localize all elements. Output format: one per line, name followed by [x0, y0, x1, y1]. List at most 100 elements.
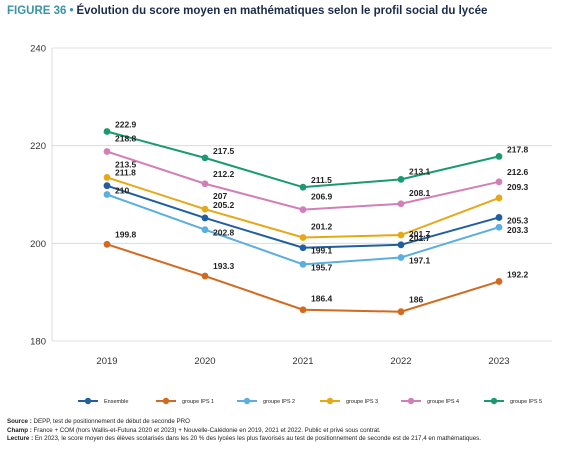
data-label: 195.7: [311, 262, 333, 272]
data-label: 217.8: [507, 144, 529, 154]
data-point: [201, 205, 209, 213]
data-label: 202.8: [213, 228, 235, 238]
data-point: [495, 153, 503, 160]
legend-swatch-marker: [84, 397, 92, 405]
data-point: [201, 226, 209, 234]
data-point: [495, 194, 503, 202]
series-line: [106, 130, 500, 189]
data-point: [103, 128, 111, 135]
data-point: [397, 254, 405, 261]
data-point: [397, 308, 405, 316]
data-point: [299, 306, 307, 314]
data-label: 192.2: [507, 269, 529, 279]
data-label: 218.8: [115, 134, 137, 144]
x-tick-label: 2019: [96, 356, 117, 367]
data-label: 211.5: [311, 175, 332, 185]
axes: 180 200 220 240 2019 2020 2021 2022 2023: [30, 44, 509, 368]
data-label: 186.4: [311, 294, 333, 304]
data-label: 207: [213, 191, 227, 201]
data-label: 211.8: [115, 168, 136, 178]
data-point: [103, 174, 111, 181]
data-label: 186: [409, 295, 423, 305]
data-point: [201, 214, 209, 222]
series-line: [106, 150, 500, 211]
line-chart: 180 200 220 240 2019 2020 2021 2022 2023 211.8 20…: [30, 44, 552, 405]
data-label: 193.3: [213, 261, 235, 271]
data-point: [397, 200, 405, 208]
figure-notes: Source : DEPP, test de positionnement de…: [7, 418, 559, 444]
data-labels: 211.8 205.2 199.1 201.7 205.3 199.8 193.3 186.4…: [115, 120, 529, 305]
data-label: 208.1: [409, 188, 431, 198]
y-tick-label: 180: [30, 337, 46, 348]
legend-label: groupe IPS 2: [263, 399, 295, 405]
data-label: 201.2: [311, 221, 333, 231]
data-label: 205.2: [213, 200, 235, 210]
data-label: 201.7: [409, 229, 431, 239]
data-point: [299, 244, 307, 252]
data-point: [103, 148, 111, 155]
series-line: [106, 243, 500, 313]
data-point: [299, 234, 307, 241]
lecture-label: Lecture :: [7, 435, 34, 443]
lecture-text: En 2023, le score moyen des élèves scola…: [34, 435, 481, 443]
data-point: [397, 231, 405, 239]
legend-swatch-marker: [326, 397, 334, 405]
data-label: 197.1: [409, 255, 431, 265]
data-label: 212.2: [213, 169, 235, 179]
data-label: 206.9: [311, 192, 333, 202]
champ-text: France + COM (hors Wallis-et-Futuna 2020…: [33, 426, 381, 434]
data-point: [495, 223, 503, 231]
x-tick-label: 2023: [488, 356, 509, 367]
y-tick-label: 220: [30, 141, 46, 152]
figure-title: FIGURE 36 • Évolution du score moyen en ma…: [7, 5, 487, 17]
data-label: 217.5: [213, 146, 235, 156]
data-point: [299, 260, 307, 268]
figure-label: FIGURE 36: [7, 5, 67, 17]
legend-label: groupe IPS 3: [346, 399, 378, 405]
legend-label: groupe IPS 5: [510, 399, 542, 405]
figure-title-text: Évolution du score moyen en mathématique…: [76, 5, 488, 17]
data-label: 199.1: [311, 246, 333, 256]
champ-label: Champ :: [7, 426, 32, 434]
y-tick-label: 240: [30, 44, 46, 55]
data-point: [397, 175, 405, 183]
data-label: 201.7: [409, 233, 431, 243]
data-point: [201, 272, 209, 280]
data-label: 199.8: [115, 229, 137, 239]
data-label: 213.5: [115, 159, 137, 169]
champ-note: Champ : France + COM (hors Wallis-et-Fut…: [7, 427, 559, 436]
data-label: 212.6: [507, 167, 529, 177]
data-label: 209.3: [507, 182, 529, 192]
legend-swatch-marker: [407, 397, 415, 405]
x-tick-label: 2022: [390, 356, 411, 367]
x-tick-label: 2020: [194, 356, 215, 367]
legend-swatch-marker: [490, 397, 498, 405]
legend-swatch-marker: [243, 397, 251, 405]
data-label: 222.9: [115, 120, 137, 130]
x-tick-label: 2021: [292, 356, 313, 367]
data-point: [495, 178, 503, 186]
legend-label: groupe IPS 4: [427, 399, 459, 405]
data-label: 213.1: [409, 166, 431, 176]
grid: [52, 47, 552, 342]
legend-swatch-marker: [162, 397, 170, 405]
data-point: [495, 214, 503, 221]
data-point: [201, 180, 209, 188]
source-label: Source :: [7, 418, 32, 425]
data-label: 205.3: [507, 215, 529, 225]
data-label: 210: [115, 186, 129, 196]
data-point: [299, 183, 307, 191]
series-lines: [103, 128, 503, 316]
data-point: [103, 240, 111, 248]
data-point: [201, 154, 209, 162]
data-point: [397, 241, 405, 249]
data-label: 203.3: [507, 225, 529, 235]
data-point: [299, 206, 307, 214]
figure-bullet: •: [69, 5, 74, 17]
legend-label: groupe IPS 1: [182, 399, 214, 405]
legend: Ensemble groupe IPS 1 groupe IPS 2 groupe I…: [78, 397, 542, 405]
legend-label: Ensemble: [104, 399, 128, 405]
data-point: [103, 182, 111, 190]
data-point: [103, 191, 111, 198]
source-text: DEPP, test de positionnement de début de…: [33, 418, 190, 425]
